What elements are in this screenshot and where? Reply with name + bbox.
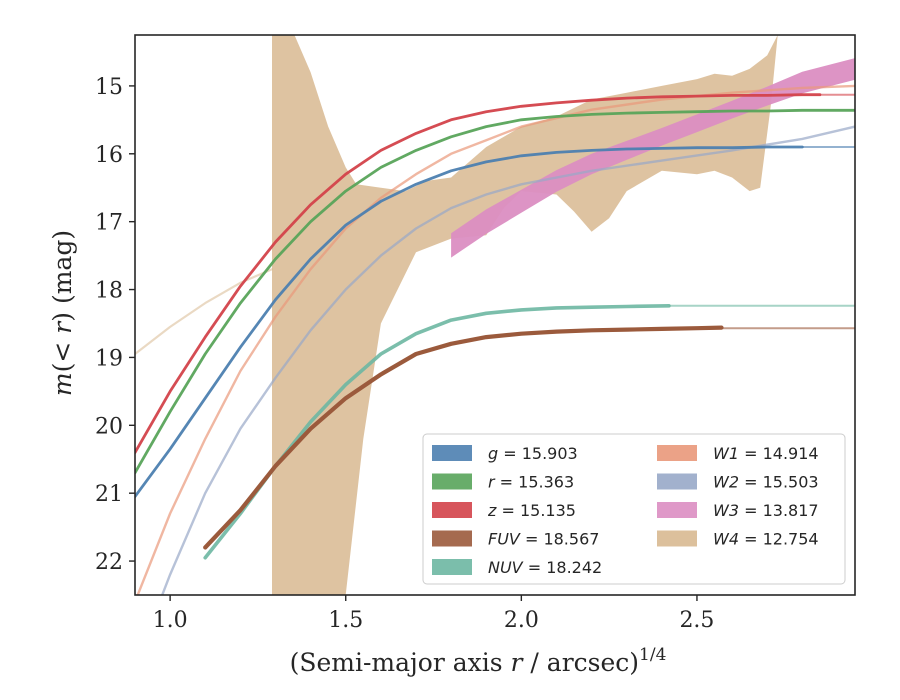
y-tick-label: 17 [95,211,123,236]
legend-label-fuv: FUV = 18.567 [488,530,599,549]
series-g-line [135,145,804,498]
legend-label-z: z = 15.135 [487,501,576,520]
legend-frame [422,433,846,585]
x-tick-label: 1.5 [328,608,363,633]
series-w2-line [160,125,855,595]
ticks-layer: 1.0 1.5 2.0 2.5 15 16 17 18 19 20 21 22 [95,75,714,633]
y-tick-label: 20 [95,414,123,439]
plot-frame [134,34,856,596]
legend-label-nuv: NUV = 18.242 [488,558,602,577]
y-tick-label: 22 [95,550,123,575]
legend-swatch-z [432,502,472,518]
x-tick-label: 2.5 [679,608,714,633]
series-layer [135,35,855,595]
legend-label-w2: W2 = 15.503 [713,473,819,492]
legend-swatch-w2 [657,473,697,490]
series-r-line [135,108,855,475]
legend-swatch-w3 [657,502,697,518]
series-w3-band [451,58,855,258]
legend-swatch-fuv [432,530,472,547]
y-tick-label: 19 [95,346,123,371]
x-tick-label: 2.0 [504,608,539,633]
legend-swatch-g [432,445,472,461]
legend-swatch-w1 [657,445,697,461]
legend-swatch-w4 [657,530,697,547]
series-z-line [135,93,822,454]
x-axis-label: (Semi-major axis r / arcsec)1/4 [290,645,667,677]
legend-label-w1: W1 = 14.914 [713,444,819,463]
legend-label-r: r = 15.363 [488,473,574,492]
legend-label-g: g = 15.903 [488,444,578,463]
series-w4-band [272,35,778,595]
series-w4-line [135,268,274,356]
y-tick-label: 18 [95,279,123,304]
legend-label-w4: W4 = 12.754 [713,530,819,549]
x-tick-label: 1.0 [153,608,188,633]
y-tick-label: 21 [95,482,123,507]
legend-swatch-nuv [432,559,472,575]
y-tick-label: 16 [95,143,123,168]
legend-swatch-r [432,473,472,490]
legend-label-w3: W3 = 13.817 [713,501,819,520]
legend: g = 15.903 r = 15.363 z = 15.135 FUV = 18.5… [422,433,846,585]
y-axis-label: m(< r) (mag) [48,230,77,396]
y-tick-label: 15 [95,75,123,100]
series-fuv-line [203,325,724,550]
